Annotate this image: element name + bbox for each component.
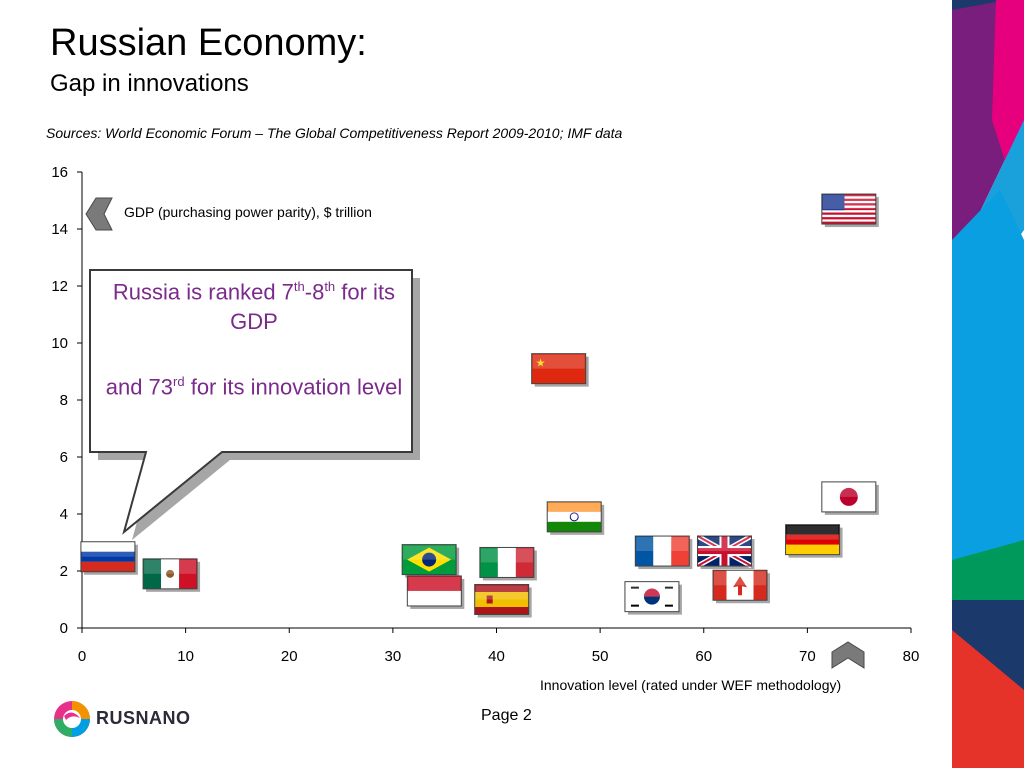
x-tick-label: 30 [385,648,402,665]
y-tick-label: 14 [51,221,68,238]
y-tick-label: 6 [60,449,68,466]
decorative-side-band [952,0,1024,768]
callout-box [89,269,420,540]
svg-text:★: ★ [536,357,546,370]
china-flag-icon: ★ [531,353,589,387]
x-axis-label: Innovation level (rated under WEF method… [540,677,842,693]
brazil-flag-icon [401,544,460,578]
callout-text: Russia is ranked 7th-8th for its GDP and… [96,272,412,403]
uk-flag-icon [696,533,755,570]
x-tick-label: 70 [799,648,816,665]
callout-line-innovation: and 73rd for its innovation level [105,374,403,400]
page-number: Page 2 [481,707,532,724]
x-tick-label: 0 [78,648,86,665]
italy-flag-icon [479,546,537,581]
korea-flag-icon [624,581,682,615]
us-flag-icon [821,193,879,228]
y-tick-label: 4 [60,506,68,523]
x-tick-label: 20 [281,648,298,665]
india-flag-icon [546,501,605,535]
page-title: Russian Economy: [50,22,367,64]
logo-text: RUSNANO [96,708,191,728]
y-tick-label: 10 [51,335,68,352]
france-flag-icon [634,535,693,570]
y-axis-label: GDP (purchasing power parity), $ trillio… [124,204,372,220]
callout-line-gdp: Russia is ranked 7th-8th for its GDP [112,279,396,335]
y-tick-label: 12 [51,278,68,295]
scatter-chart: 0 10 20 30 40 50 60 70 80 0 2 4 6 8 10 12 14 16 ★ [51,164,920,669]
x-tick-label: 60 [695,648,712,665]
y-tick-label: 2 [60,563,68,580]
x-tick-label: 40 [488,648,505,665]
source-note: Sources: World Economic Forum – The Glob… [46,125,623,141]
rusnano-logo-icon [54,701,90,737]
germany-flag-icon [785,524,843,558]
x-axis-arrow-icon [831,641,865,669]
russia-flag-icon [80,541,138,575]
page-subtitle: Gap in innovations [50,70,249,97]
canada-flag-icon [712,569,771,604]
y-axis-arrow-icon [85,197,113,231]
mexico-flag-icon [142,558,201,592]
x-tick-label: 10 [177,648,194,665]
spain-flag-icon [474,584,532,618]
x-tick-label: 50 [592,648,609,665]
y-tick-label: 8 [60,392,68,409]
japan-flag-icon [821,481,879,515]
x-tick-label: 80 [903,648,920,665]
indonesia-flag-icon [406,575,465,609]
y-tick-label: 0 [60,620,68,637]
y-tick-label: 16 [51,164,68,181]
